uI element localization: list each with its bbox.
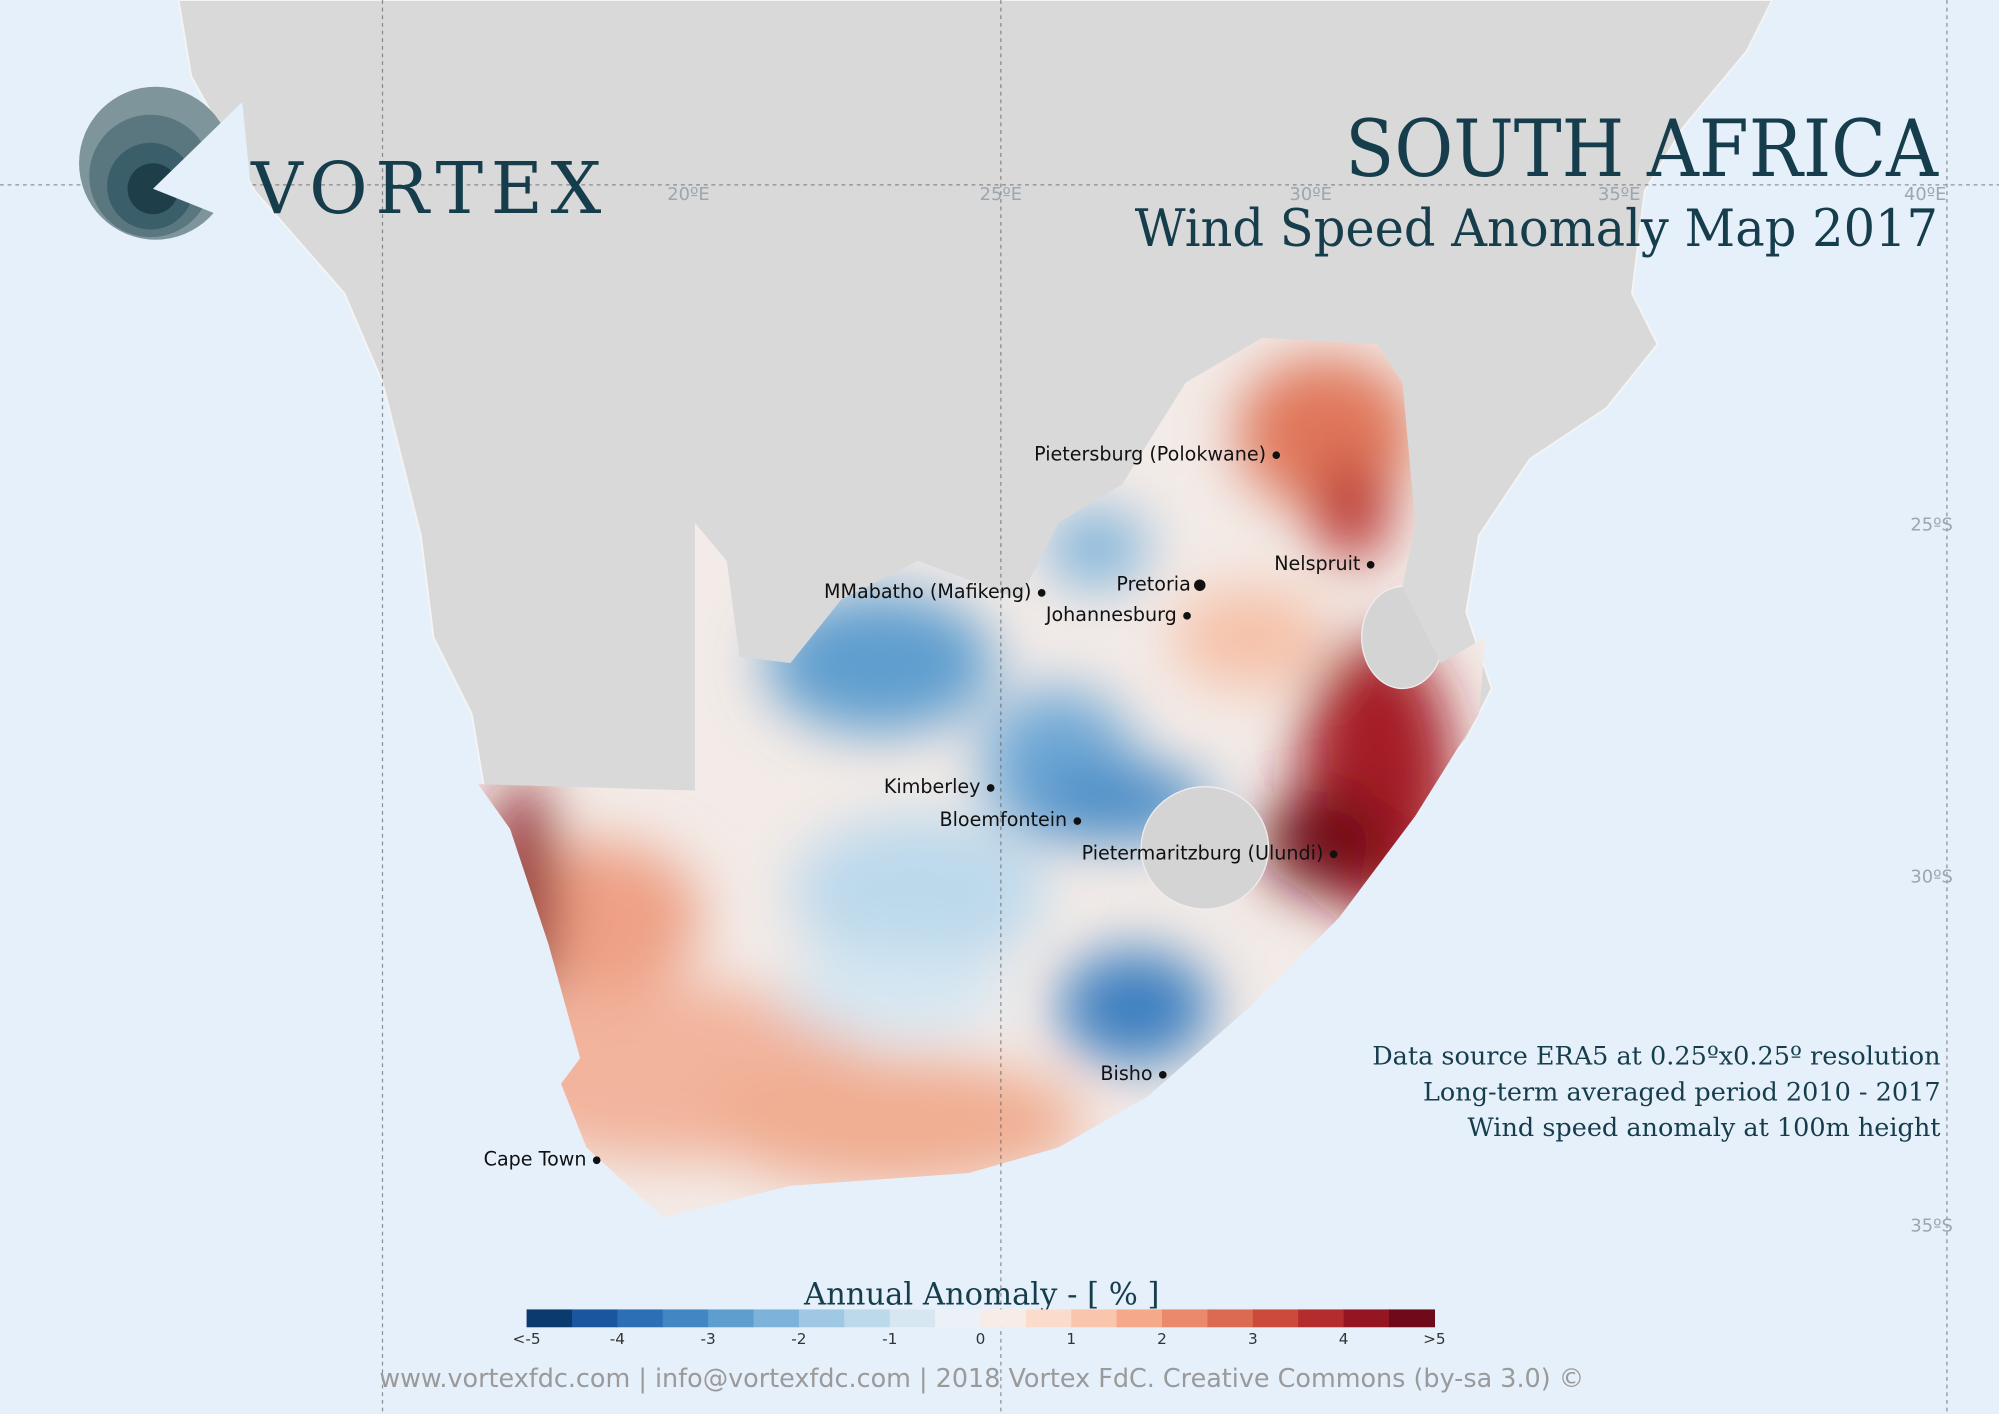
city-dot — [1037, 589, 1046, 597]
legend-tick-label: 4 — [1339, 1330, 1349, 1348]
longitude-label: 20ºE — [667, 184, 709, 205]
legend-swatch — [1207, 1309, 1254, 1328]
legend-swatch — [798, 1309, 845, 1328]
legend-swatch — [1162, 1309, 1209, 1328]
notes: Data source ERA5 at 0.25ºx0.25º resoluti… — [1372, 1042, 1941, 1143]
legend-tick-label: >5 — [1423, 1330, 1446, 1348]
legend-tick-label: 2 — [1157, 1330, 1167, 1348]
latitude-label: 35ºS — [1910, 1216, 1952, 1237]
graticule-labels: 20ºE 25ºE 30ºE 35ºE 40ºE 25ºS 30ºS 35ºS — [667, 184, 1953, 1236]
city-label: Kimberley — [884, 775, 981, 798]
legend-swatch — [980, 1309, 1027, 1328]
legend-swatch — [1388, 1309, 1436, 1328]
note: Data source ERA5 at 0.25ºx0.25º resoluti… — [1372, 1042, 1940, 1072]
legend: <-5 -4 -3 -2 -1 0 1 2 3 4 >5 — [513, 1309, 1446, 1348]
legend-tick-label: -4 — [610, 1330, 625, 1348]
note: Wind speed anomaly at 100m height — [1468, 1113, 1942, 1143]
city-label: Pietersburg (Polokwane) — [1034, 442, 1266, 465]
legend-swatch — [1071, 1309, 1118, 1328]
legend-swatch — [1298, 1309, 1345, 1328]
city-dot — [1366, 561, 1375, 569]
latitude-label: 30ºS — [1910, 866, 1952, 887]
legend-swatch — [1116, 1309, 1163, 1328]
brand: VORTEX — [250, 147, 609, 230]
legend-swatch — [662, 1309, 709, 1328]
legend-swatch — [844, 1309, 891, 1328]
city-label: Bisho — [1100, 1062, 1152, 1085]
longitude-label: 40ºE — [1904, 184, 1946, 205]
city-label: Nelspruit — [1274, 552, 1361, 575]
city-dot — [1158, 1071, 1167, 1079]
footer: www.vortexfdc.com | info@vortexfdc.com |… — [379, 1364, 1584, 1394]
city-dot — [1194, 579, 1206, 591]
city-label: Bloemfontein — [939, 808, 1067, 831]
city-label: Johannesburg — [1045, 603, 1177, 626]
note: Long-term averaged period 2010 - 2017 — [1423, 1077, 1941, 1107]
legend-swatch — [617, 1309, 664, 1328]
legend-swatch — [1025, 1309, 1072, 1328]
city-label: Pretoria — [1116, 572, 1190, 595]
city-dot — [1329, 850, 1338, 859]
legend-swatch — [753, 1309, 800, 1328]
legend-tick-label: 0 — [976, 1330, 986, 1348]
city-dot — [986, 784, 995, 792]
city-dot — [592, 1156, 601, 1165]
city-dot — [1183, 612, 1191, 620]
legend-swatch — [1343, 1309, 1390, 1328]
latitude-label: 25ºS — [1910, 514, 1952, 535]
legend-swatch — [571, 1309, 618, 1328]
city-dot — [1272, 451, 1281, 459]
logo — [79, 86, 255, 240]
legend-swatch — [889, 1309, 936, 1328]
legend-title: Annual Anomaly - [ % ] — [803, 1277, 1160, 1312]
city-label: Cape Town — [484, 1147, 587, 1170]
legend-tick-label: -2 — [791, 1330, 806, 1348]
legend-swatch — [526, 1309, 573, 1328]
city-label: MMabatho (Mafikeng) — [824, 580, 1031, 603]
legend-tick-label: 3 — [1248, 1330, 1258, 1348]
title: SOUTH AFRICA — [1345, 103, 1939, 195]
city-label: Pietermaritzburg (Ulundi) — [1082, 841, 1324, 864]
longitude-label: 35ºE — [1598, 184, 1640, 205]
legend-tick-label: -3 — [701, 1330, 716, 1348]
legend-swatch — [935, 1309, 982, 1328]
city-dot — [1073, 817, 1082, 825]
legend-tick-label: 1 — [1066, 1330, 1076, 1348]
subtitle: Wind Speed Anomaly Map 2017 — [1135, 200, 1938, 259]
legend-swatch — [708, 1309, 755, 1328]
longitude-label: 25ºE — [980, 184, 1022, 205]
cities: Pietersburg (Polokwane) Pretoria Nelspruit… — [484, 442, 1375, 1170]
legend-tick-label: <-5 — [513, 1330, 541, 1348]
legend-swatch — [1252, 1309, 1299, 1328]
legend-tick-label: -1 — [882, 1330, 897, 1348]
longitude-label: 30ºE — [1290, 184, 1332, 205]
